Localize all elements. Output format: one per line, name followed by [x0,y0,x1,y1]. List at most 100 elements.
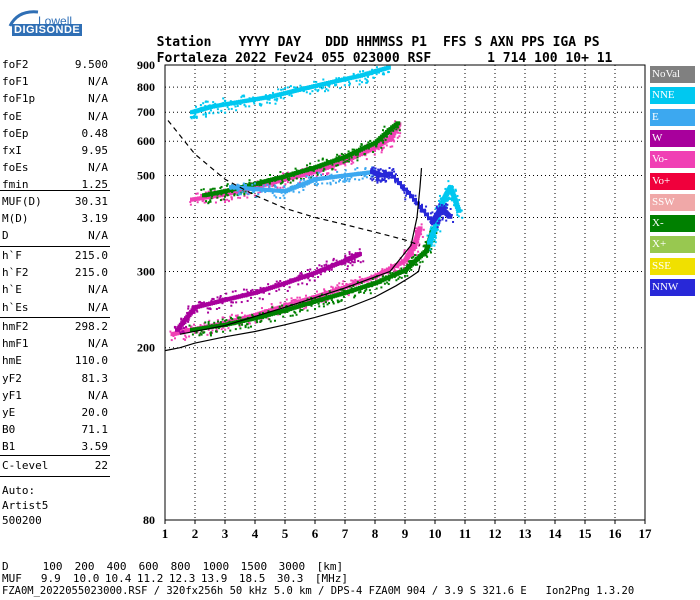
echo-scatter [398,183,401,186]
echo-scatter [345,282,348,285]
echo-scatter [359,290,362,293]
echo-scatter [328,161,331,164]
echo-scatter [441,218,444,221]
echo-scatter [377,176,380,179]
legend-item-voplus: Vo+ [650,172,695,190]
echo-scatter [243,103,246,106]
echo-scatter [253,182,256,185]
echo-scatter [278,288,281,291]
echo-scatter [382,146,385,149]
param-label: hmF2 [2,320,29,333]
y-tick-label: 800 [137,80,155,94]
echo-scatter [356,156,359,159]
echo-scatter [306,183,309,186]
echo-scatter [390,265,393,268]
echo-scatter [334,84,337,87]
echo-scatter [318,305,321,308]
echo-scatter [394,173,397,176]
echo-scatter [445,204,448,207]
echo-scatter [190,325,193,328]
echo-scatter [224,319,227,322]
echo-scatter [424,240,427,243]
echo-scatter [439,214,442,217]
echo-scatter [298,89,301,92]
echo-scatter [206,100,209,103]
echo-scatter [363,291,366,294]
echo-scatter [309,268,312,271]
echo-scatter [332,259,335,262]
echo-scatter [348,251,351,254]
echo-scatter [346,159,349,162]
echo-scatter [426,255,429,258]
echo-scatter [339,178,342,181]
echo-scatter [395,128,398,131]
echo-scatter [286,86,289,89]
legend-item-vominus: Vo- [650,151,695,169]
echo-scatter [324,290,327,293]
x-tick-label: 8 [372,526,379,541]
echo-scatter [356,152,359,155]
echo-scatter [292,298,295,301]
echo-scatter [221,316,224,319]
echo-scatter [284,192,287,195]
echo-scatter [316,267,319,270]
echo-scatter [398,276,401,279]
echo-scatter [268,98,271,101]
echo-scatter [246,291,249,294]
echo-scatter [444,193,447,196]
echo-scatter [392,139,395,142]
param-label: C-level [2,459,49,472]
echo-scatter [231,290,234,293]
echo-scatter [327,167,330,170]
echo-scatter [184,321,187,324]
echo-scatter [238,325,241,328]
param-row-foes: foEs N/A [2,161,108,178]
echo-scatter [390,132,393,135]
echo-scatter [393,170,396,173]
echo-scatter [380,151,383,154]
echo-scatter [360,143,363,146]
echo-scatter [243,192,246,195]
echo-scatter [209,199,212,202]
echo-scatter [195,116,198,119]
echo-scatter [275,280,278,283]
echo-scatter [273,179,276,182]
echo-scatter [308,299,311,302]
echo-scatter [388,279,391,282]
param-label: foEs [2,161,29,175]
echo-scatter [371,179,374,182]
echo-scatter [420,223,423,226]
echo-scatter [229,329,232,332]
echo-scatter [383,171,386,174]
echo-scatter [344,160,347,163]
echo-scatter [366,80,369,83]
echo-scatter [266,288,269,291]
echo-scatter [444,206,447,209]
param-row-he: h`E N/A [2,283,108,300]
echo-scatter [179,325,182,328]
echo-scatter [274,102,277,105]
footer-value: 11.2 [136,572,164,585]
echo-scatter [241,323,244,326]
echo-scatter [350,279,353,282]
header-p1-value: RSF [407,51,432,66]
echo-scatter [247,321,250,324]
param-label: MUF(D) [2,195,42,208]
echo-scatter [419,261,422,264]
echo-scatter [293,86,296,89]
echo-scatter [381,129,384,132]
echo-scatter [332,302,335,305]
echo-scatter [327,172,330,175]
echo-scatter [262,291,265,294]
echo-scatter [212,112,215,115]
echo-scatter [386,281,389,284]
echo-scatter [376,273,379,276]
param-row-b0: B0 71.1 [2,423,108,440]
echo-point-vominus [417,226,423,231]
echo-scatter [398,135,401,138]
echo-scatter [221,297,224,300]
echo-scatter [350,253,353,256]
echo-scatter [445,211,448,214]
echo-scatter [434,234,437,237]
echo-scatter [240,311,243,314]
